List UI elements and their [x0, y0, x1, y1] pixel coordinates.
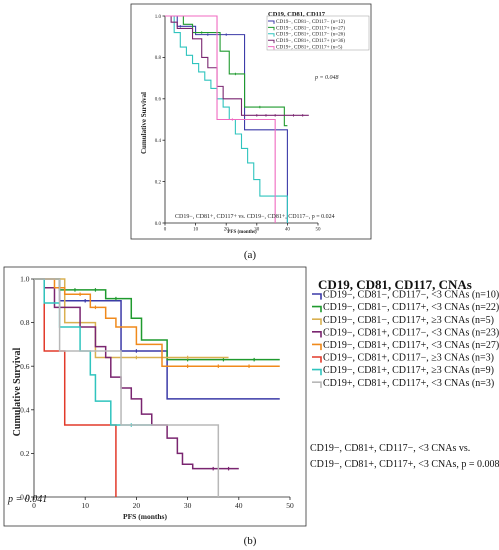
x-tick-label: 0	[32, 501, 36, 510]
legend-label: CD19−, CD81−, CD117+ (n=27)	[276, 24, 345, 31]
km-curve-8	[34, 278, 220, 497]
legend-swatch	[312, 368, 322, 376]
x-tick-label: 10	[81, 501, 89, 510]
legend-label: CD19−, CD81+, CD117+, <3 CNAs (n=27)	[323, 340, 499, 351]
legend-swatch	[312, 343, 322, 351]
panel-b-series	[34, 278, 280, 497]
legend-label: CD19−, CD81+, CD117+, ≥3 CNAs (n=9)	[323, 365, 494, 376]
y-tick-label: 0.4	[155, 139, 162, 144]
y-tick-label: 0.4	[20, 405, 30, 414]
legend-box	[266, 15, 370, 51]
panel-b-pvalue: p = 0.041	[7, 494, 47, 505]
legend-label: CD19−, CD81−, CD117+, <3 CNAs (n=22)	[323, 302, 499, 313]
y-tick-label: 0.6	[155, 98, 162, 103]
km-curve-5	[165, 15, 276, 223]
panel-a-border	[130, 3, 372, 240]
y-tick-label: 0.0	[155, 222, 162, 227]
legend-swatch	[312, 356, 322, 363]
legend-swatch	[268, 33, 275, 37]
chart-panel-b: Cumulative Survival PFS (months) 0 10 20 30…	[3, 266, 499, 547]
panel-a-series	[165, 15, 309, 223]
y-tick-label: 1.0	[20, 275, 30, 284]
y-tick-label: 0.8	[155, 56, 162, 61]
legend-swatch	[268, 20, 275, 24]
km-curve-1	[165, 15, 288, 223]
panel-a-pvalue: p = 0.048	[314, 74, 339, 81]
y-tick-label: 1.0	[155, 15, 162, 20]
legend-label: CD19−, CD81−, CD117−, <3 CNAs (n=10)	[323, 290, 499, 301]
legend-label: CD19−, CD81−, CD117− (n=12)	[276, 18, 345, 25]
x-tick-label: 50	[316, 228, 322, 233]
panel-b-xlabel: PFS (months)	[123, 512, 167, 521]
panel-b-title: CD19, CD81, CD117, CNAs	[318, 277, 472, 292]
legend-label: CD19+, CD81+, CD117+, <3 CNAs (n=3)	[323, 378, 494, 389]
legend-label: CD19−, CD81+, CD117+ (n=36)	[276, 37, 345, 44]
legend-swatch	[268, 46, 275, 50]
y-tick-label: 0.0	[20, 493, 30, 502]
km-curve-2	[165, 15, 288, 127]
panel-b-axes: 0 10 20 30 40 50 0.0 0.2 0.4 0.6 0.8 1.0	[20, 275, 294, 510]
x-tick-label: 10	[193, 228, 199, 233]
x-tick-label: 20	[224, 228, 230, 233]
x-tick-label: 40	[285, 228, 291, 233]
panel-b-border	[3, 266, 307, 527]
legend-swatch	[312, 305, 322, 313]
legend-label: CD19−, CD81+, CD117−, ≥3 CNAs (n=3)	[323, 353, 494, 364]
km-curve-4	[34, 278, 239, 470]
legend-swatch	[312, 331, 322, 338]
panel-b-comparison-2: CD19−, CD81+, CD117+, <3 CNAs, p = 0.008	[310, 459, 499, 470]
km-curve-4	[165, 15, 309, 116]
panel-a-legend: CD19, CD81, CD117 CD19−, CD81−, CD117− (…	[266, 11, 370, 51]
y-tick-label: 0.8	[20, 318, 30, 327]
x-tick-label: 0	[164, 228, 167, 233]
y-tick-label: 0.2	[155, 180, 162, 185]
km-curve-2	[34, 278, 280, 361]
legend-swatch	[268, 39, 275, 44]
y-tick-label: 0.6	[20, 362, 30, 371]
panel-a-label: (a)	[244, 249, 257, 261]
legend-label: CD19+, CD81+, CD117+ (n=5)	[276, 44, 343, 51]
legend-swatch	[312, 381, 322, 388]
km-curve-6	[34, 278, 117, 497]
x-tick-label: 40	[235, 501, 243, 510]
panel-a-title: CD19, CD81, CD117	[268, 11, 326, 18]
panel-b-legend: CD19, CD81, CD117, CNAs CD19−, CD81−, CD…	[312, 277, 499, 389]
x-tick-label: 20	[133, 501, 141, 510]
chart-panel-a: Cumulative Survival PFS (months) 0 10 20 30…	[130, 3, 372, 261]
legend-label: CD19−, CD81+, CD117−, <3 CNAs (n=23)	[323, 327, 499, 338]
panel-a-xlabel: PFS (months)	[227, 230, 257, 235]
legend-label: CD19−, CD81+, CD117− (n=26)	[276, 31, 345, 38]
x-tick-label: 30	[184, 501, 192, 510]
legend-swatch	[312, 293, 322, 300]
x-tick-label: 30	[254, 228, 260, 233]
panel-a-comparison: CD19−, CD81+, CD117+ vs. CD19−, CD81+, C…	[175, 214, 335, 220]
panel-b-comparison-1: CD19−, CD81+, CD117−, <3 CNAs vs.	[310, 443, 470, 454]
legend-swatch	[312, 318, 322, 325]
km-curve-3	[34, 278, 229, 359]
km-curve-1	[34, 278, 280, 400]
panel-b-label: (b)	[244, 535, 257, 547]
panel-b-ylabel: Cumulative Survival	[12, 347, 23, 436]
y-tick-label: 0.2	[20, 449, 30, 458]
panel-a-axes: 0 10 20 30 40 50 0.0 0.2 0.4 0.6 0.8 1.0	[155, 15, 321, 233]
legend-label: CD19−, CD81−, CD117+, ≥3 CNAs (n=5)	[323, 315, 494, 326]
x-tick-label: 50	[286, 501, 294, 510]
panel-a-ylabel: Cumulative Survival	[140, 92, 148, 154]
legend-swatch	[268, 26, 275, 31]
